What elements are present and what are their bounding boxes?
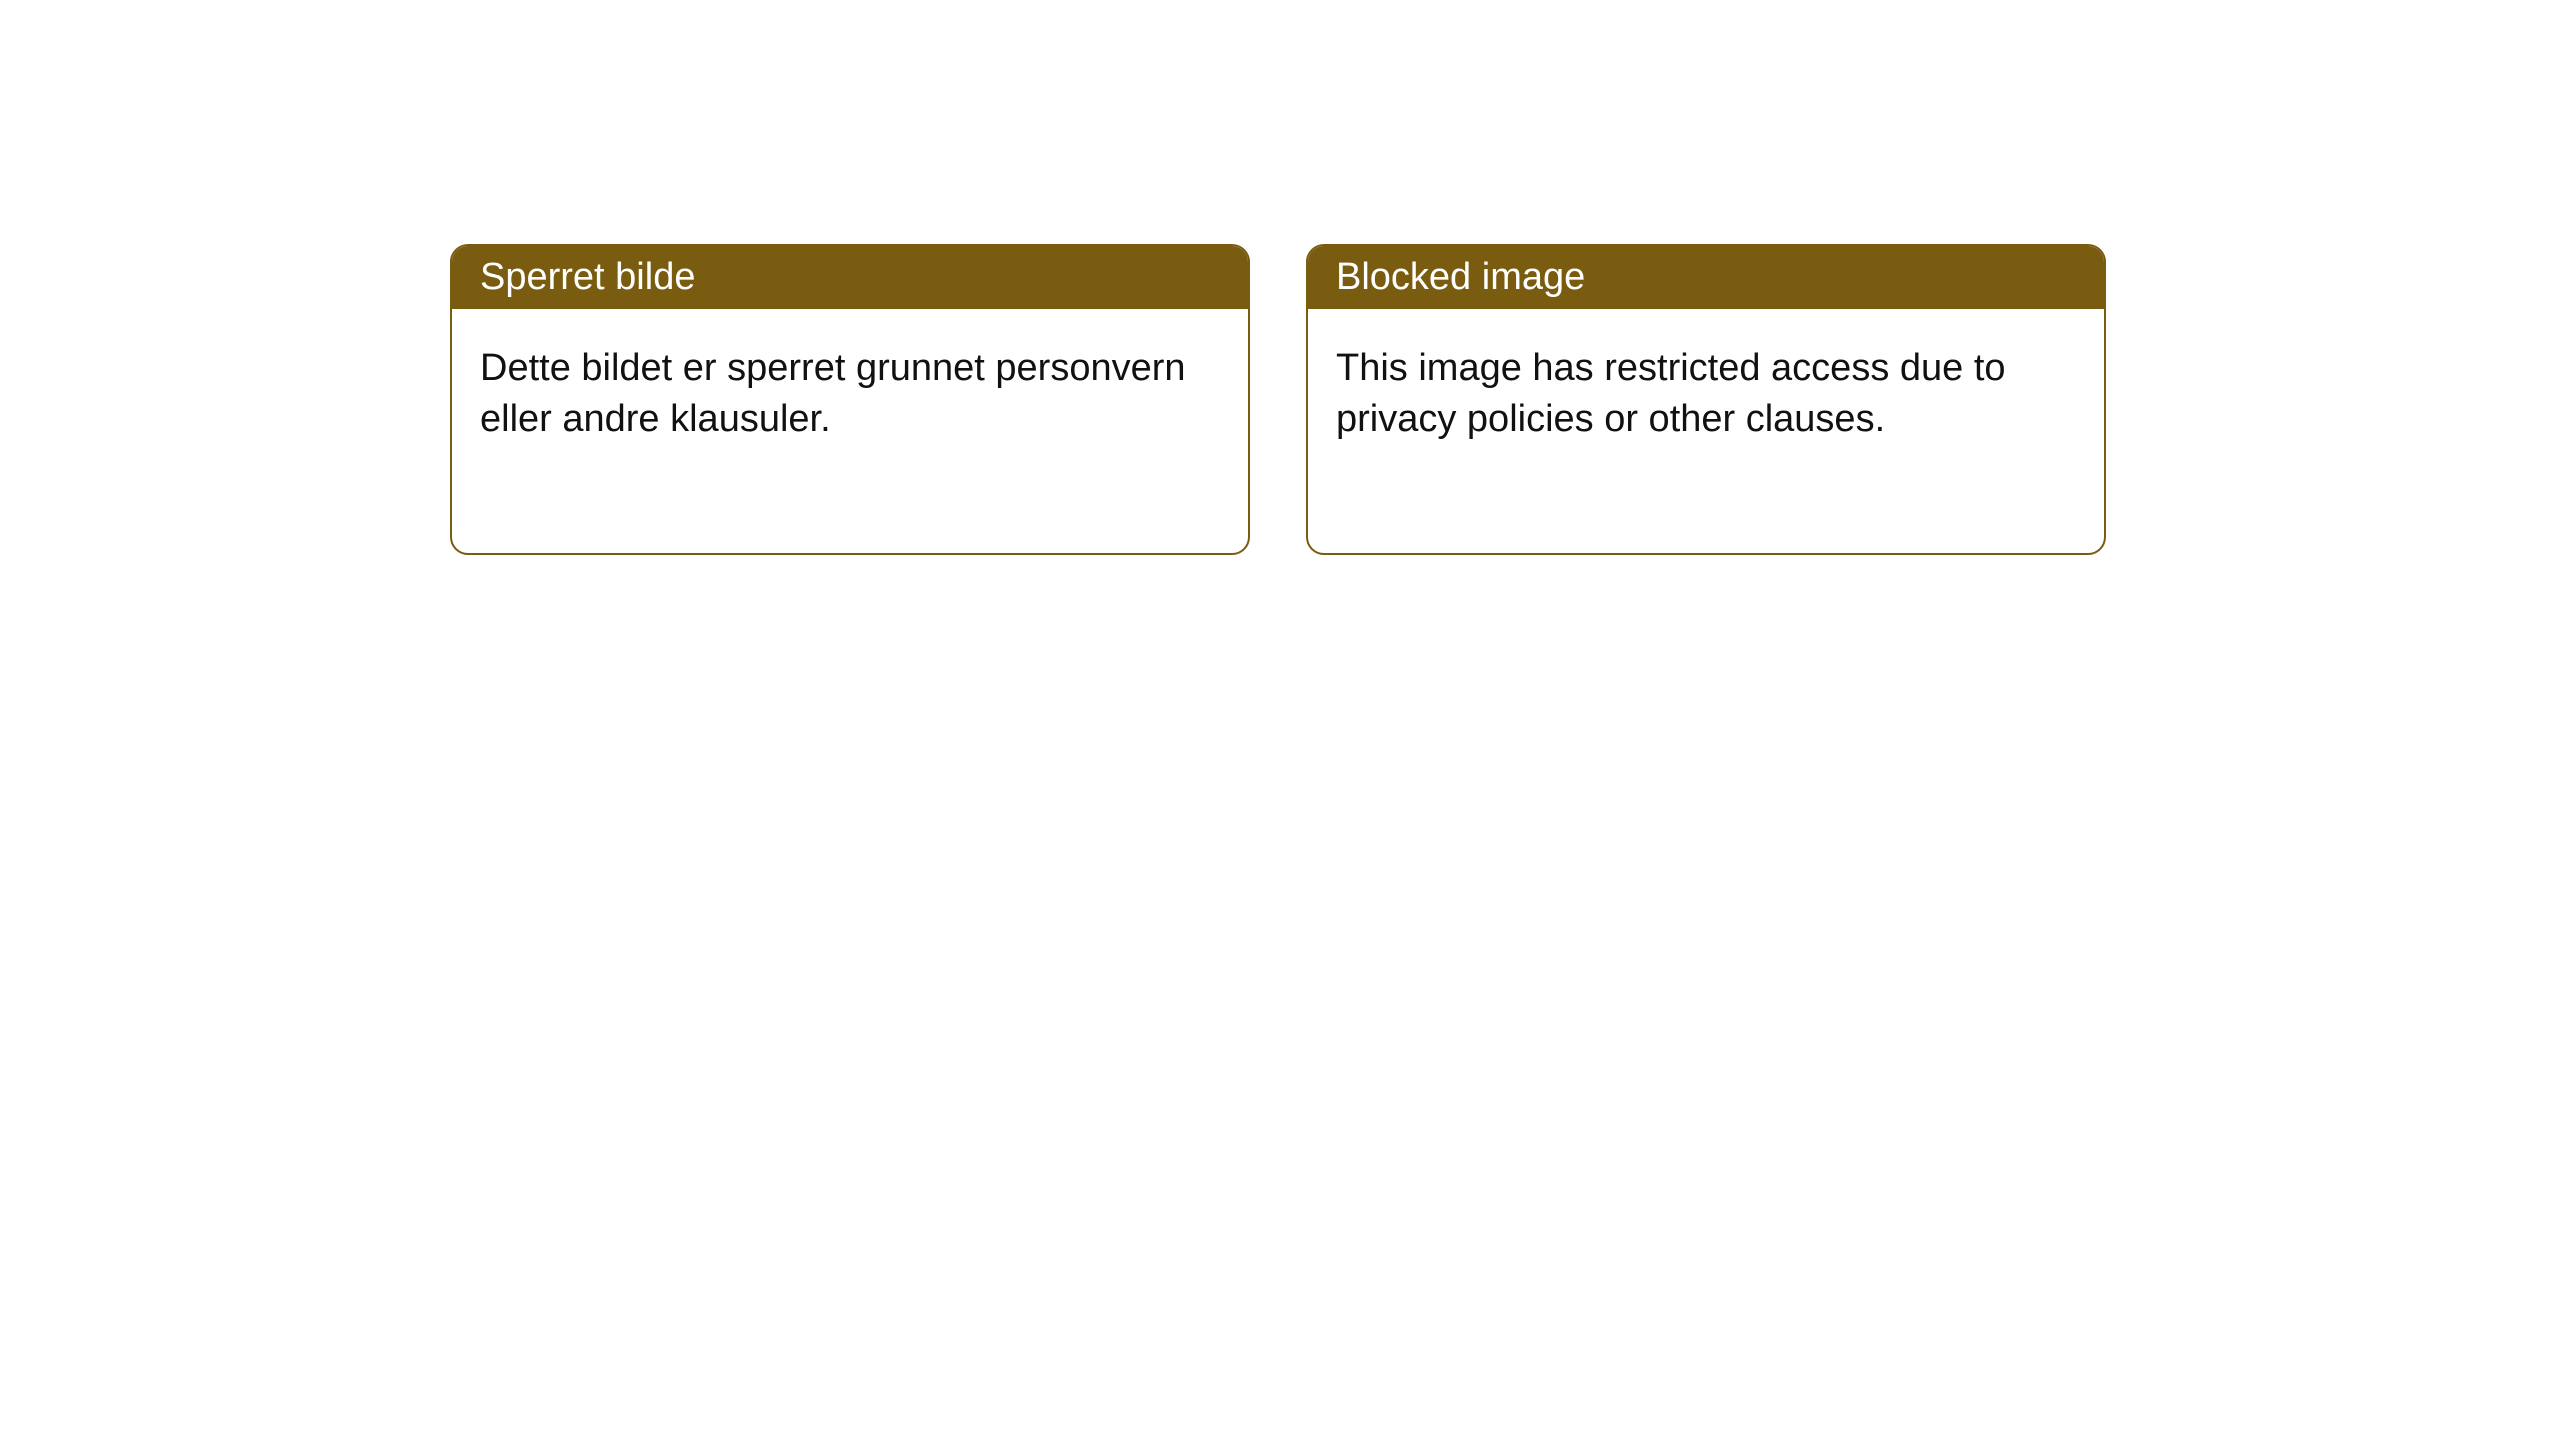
card-header: Sperret bilde (452, 246, 1248, 309)
card-body: This image has restricted access due to … (1308, 309, 2104, 553)
notice-card-norwegian: Sperret bilde Dette bildet er sperret gr… (450, 244, 1250, 555)
card-body-text: Dette bildet er sperret grunnet personve… (480, 347, 1186, 440)
card-title: Sperret bilde (480, 256, 695, 298)
notice-cards-container: Sperret bilde Dette bildet er sperret gr… (450, 244, 2106, 555)
card-body-text: This image has restricted access due to … (1336, 347, 2006, 440)
notice-card-english: Blocked image This image has restricted … (1306, 244, 2106, 555)
card-header: Blocked image (1308, 246, 2104, 309)
card-body: Dette bildet er sperret grunnet personve… (452, 309, 1248, 553)
card-title: Blocked image (1336, 256, 1585, 298)
